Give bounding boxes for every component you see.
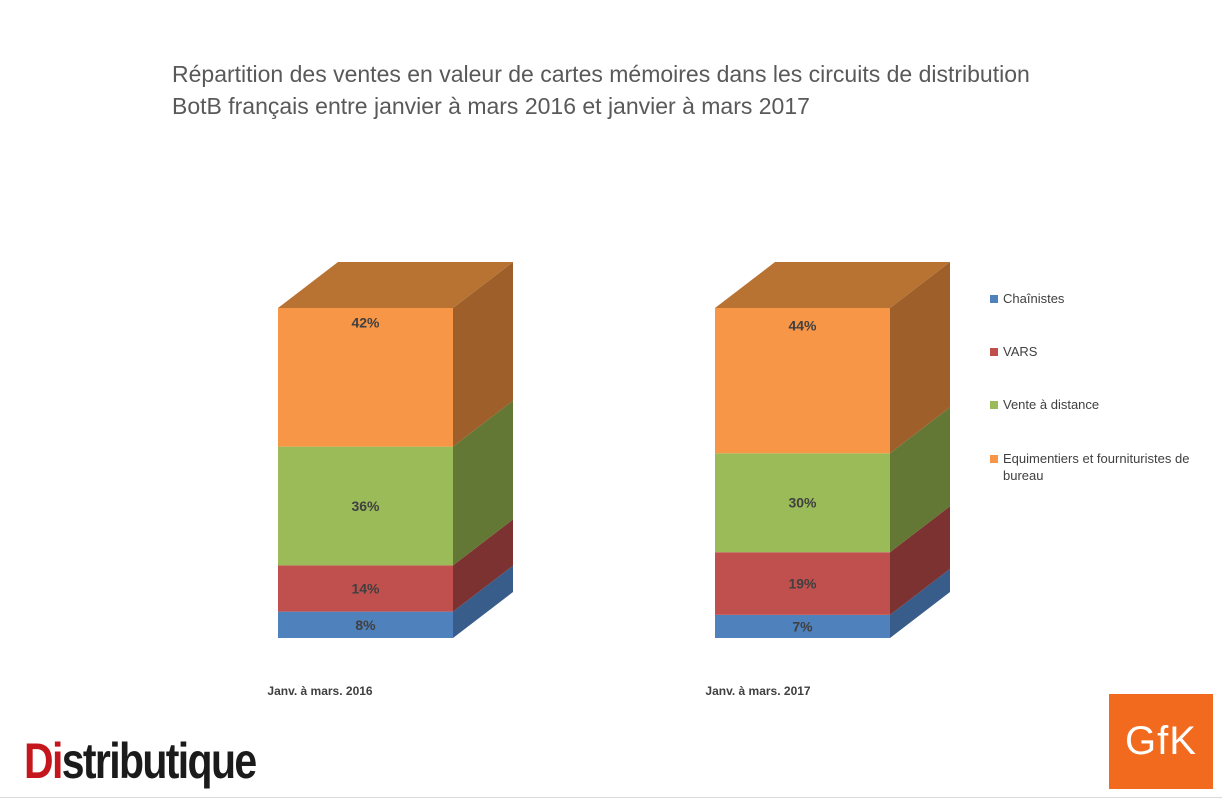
category-label-2017: Janv. à mars. 2017: [705, 684, 811, 698]
bottom-divider: [0, 797, 1222, 798]
bar-0-vente-distance-front: [278, 446, 453, 566]
bar-1-cha-nistes-front: [715, 614, 890, 638]
logo-rest: stributique: [61, 733, 257, 789]
legend-swatch-vente-a-distance: [990, 401, 998, 409]
legend-item-vars: VARS: [990, 343, 1215, 360]
logo-prefix: Di: [24, 733, 63, 789]
bar-labels-group: 8% 14% 36% 42% 7% 19% 30% 44%: [351, 314, 817, 634]
legend-item-vente-a-distance: Vente à distance: [990, 396, 1215, 413]
legend-swatch-chainistes: [990, 295, 998, 303]
bar-1-vente-distance-front: [715, 453, 890, 553]
bar-0-vente-distance-side: [453, 400, 513, 566]
legend-label-vente-a-distance: Vente à distance: [1003, 397, 1100, 412]
bar-0-equimentiers-et-fournituristes-de-bureau-side: [453, 262, 513, 447]
data-label-0-cha-nistes: 8%: [355, 617, 376, 633]
bar-1-vente-distance-side: [890, 407, 950, 553]
bar-0-cha-nistes-side: [453, 565, 513, 638]
legend-swatch-vars: [990, 348, 998, 356]
data-label-0-vars: 14%: [351, 581, 380, 597]
legend-label-equimentiers: Equimentiers et fournituristes de bureau: [1003, 451, 1190, 483]
bars-group: [278, 262, 950, 638]
bar-0-top: [278, 262, 513, 308]
chart-title: Répartition des ventes en valeur de cart…: [172, 58, 1152, 122]
bar-1-top: [715, 262, 950, 308]
data-label-1-cha-nistes: 7%: [792, 618, 813, 634]
category-label-2016: Janv. à mars. 2016: [267, 684, 373, 698]
legend-item-equimentiers: Equimentiers et fournituristes de bureau: [990, 450, 1215, 484]
legend-label-vars: VARS: [1003, 344, 1038, 359]
data-label-0-vente-distance: 36%: [351, 498, 380, 514]
chart-title-line-2: BotB français entre janvier à mars 2016 …: [172, 93, 810, 119]
bar-0-cha-nistes-front: [278, 611, 453, 638]
bar-0-vars-side: [453, 519, 513, 612]
legend-label-chainistes: Chaînistes: [1003, 291, 1065, 306]
bar-1-equimentiers-et-fournituristes-de-bureau-front: [715, 308, 890, 454]
chart-title-line-1: Répartition des ventes en valeur de cart…: [172, 61, 1030, 87]
bar-1-equimentiers-et-fournituristes-de-bureau-side: [890, 262, 950, 454]
gfk-logo: GfK: [1109, 694, 1213, 789]
distributique-logo: Distributique: [24, 726, 257, 796]
legend-swatch-equimentiers: [990, 455, 998, 463]
data-label-1-vars: 19%: [788, 576, 817, 592]
bar-1-vars-side: [890, 506, 950, 615]
bar-0-vars-front: [278, 565, 453, 612]
bar-0-equimentiers-et-fournituristes-de-bureau-front: [278, 308, 453, 447]
bar-1-cha-nistes-side: [890, 568, 950, 638]
data-label-1-vente-distance: 30%: [788, 495, 817, 511]
data-label-1-equimentiers-et-fournituristes-de-bureau: 44%: [788, 318, 817, 334]
data-label-0-equimentiers-et-fournituristes-de-bureau: 42%: [351, 314, 380, 330]
legend-item-chainistes: Chaînistes: [990, 290, 1215, 307]
gfk-logo-text: GfK: [1125, 719, 1197, 763]
bar-1-vars-front: [715, 552, 890, 615]
